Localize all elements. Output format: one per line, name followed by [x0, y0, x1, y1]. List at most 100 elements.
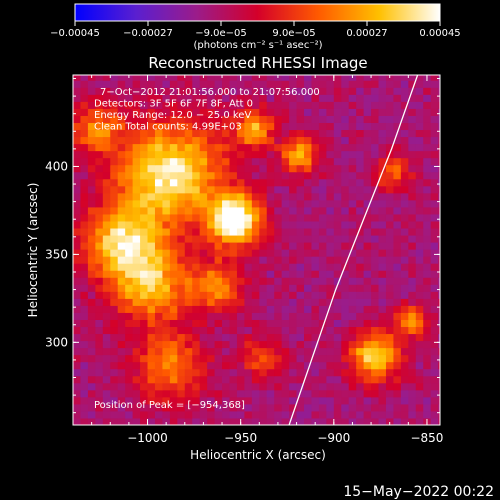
heatmap-cell	[400, 340, 409, 349]
heatmap-cell	[125, 417, 134, 425]
heatmap-cell	[423, 305, 432, 313]
heatmap-cell	[289, 417, 298, 425]
heatmap-cell	[304, 410, 312, 419]
heatmap-cell	[281, 143, 290, 152]
heatmap-cell	[199, 403, 208, 412]
heatmap-cell	[162, 242, 171, 250]
heatmap-cell	[140, 382, 149, 391]
heatmap-cell	[222, 150, 230, 159]
heatmap-cell	[177, 235, 186, 243]
heatmap-cell	[222, 319, 230, 328]
heatmap-cell	[289, 291, 298, 299]
heatmap-cell	[229, 417, 238, 425]
heatmap-cell	[222, 94, 230, 102]
heatmap-cell	[311, 129, 320, 138]
heatmap-cell	[289, 185, 298, 194]
heatmap-cell	[356, 277, 365, 285]
heatmap-cell	[423, 220, 432, 229]
heatmap-cell	[162, 122, 171, 131]
heatmap-cell	[333, 136, 342, 145]
heatmap-cell	[259, 185, 268, 194]
heatmap-cell	[356, 347, 365, 356]
heatmap-cell	[304, 242, 312, 250]
heatmap-cell	[333, 284, 342, 292]
heatmap-cell	[229, 361, 238, 370]
heatmap-cell	[296, 80, 305, 88]
heatmap-cell	[110, 410, 119, 419]
heatmap-cell	[378, 319, 387, 328]
heatmap-cell	[199, 178, 208, 187]
heatmap-cell	[259, 136, 268, 145]
heatmap-cell	[274, 326, 283, 335]
heatmap-cell	[311, 417, 320, 425]
heatmap-cell	[259, 417, 268, 425]
heatmap-cell	[348, 319, 357, 328]
heatmap-cell	[326, 75, 335, 81]
heatmap-cell	[244, 396, 253, 405]
heatmap-cell	[304, 75, 312, 81]
heatmap-cell	[348, 199, 357, 208]
heatmap-cell	[192, 206, 201, 215]
heatmap-cell	[207, 185, 216, 194]
heatmap-cell	[87, 277, 96, 285]
heatmap-cell	[415, 354, 424, 363]
heatmap-cell	[140, 389, 149, 398]
heatmap-cell	[251, 80, 260, 88]
heatmap-cell	[102, 150, 111, 159]
heatmap-cell	[274, 206, 283, 215]
heatmap-cell	[326, 368, 335, 377]
heatmap-cell	[117, 228, 126, 236]
heatmap-cell	[304, 270, 312, 278]
heatmap-cell	[184, 213, 193, 222]
heatmap-cell	[117, 340, 126, 349]
heatmap-cell	[341, 284, 350, 292]
heatmap-cell	[132, 75, 141, 81]
heatmap-cell	[80, 312, 89, 320]
heatmap-cell	[147, 403, 156, 412]
heatmap-cell	[393, 185, 402, 194]
heatmap-cell	[385, 94, 394, 102]
heatmap-cell	[296, 185, 305, 194]
heatmap-cell	[177, 361, 186, 370]
heatmap-cell	[296, 277, 305, 285]
heatmap-cell	[169, 213, 178, 222]
heatmap-cell	[341, 164, 350, 173]
heatmap-cell	[281, 382, 290, 391]
heatmap-cell	[147, 108, 156, 116]
heatmap-image	[73, 75, 440, 425]
heatmap-cell	[393, 403, 402, 412]
heatmap-cell	[304, 164, 312, 173]
heatmap-cell	[147, 101, 156, 109]
heatmap-cell	[356, 150, 365, 159]
heatmap-cell	[95, 228, 104, 236]
heatmap-cell	[102, 326, 111, 335]
heatmap-cell	[423, 319, 432, 328]
heatmap-cell	[244, 94, 253, 102]
heatmap-cell	[296, 291, 305, 299]
heatmap-cell	[385, 87, 394, 95]
heatmap-cell	[102, 206, 111, 215]
heatmap-cell	[73, 354, 81, 363]
heatmap-cell	[244, 164, 253, 173]
heatmap-cell	[341, 206, 350, 215]
heatmap-cell	[289, 326, 298, 335]
heatmap-cell	[341, 249, 350, 257]
heatmap-cell	[281, 368, 290, 377]
heatmap-cell	[304, 382, 312, 391]
heatmap-cell	[117, 347, 126, 356]
heatmap-cell	[311, 277, 320, 285]
heatmap-cell	[169, 157, 178, 166]
heatmap-cell	[296, 333, 305, 342]
heatmap-cell	[430, 171, 439, 180]
heatmap-cell	[140, 340, 149, 349]
heatmap-cell	[266, 389, 275, 398]
heatmap-cell	[326, 213, 335, 222]
heatmap-cell	[348, 220, 357, 229]
heatmap-cell	[177, 375, 186, 384]
heatmap-cell	[341, 178, 350, 187]
heatmap-cell	[311, 410, 320, 419]
heatmap-cell	[363, 87, 372, 95]
heatmap-cell	[333, 220, 342, 229]
heatmap-cell	[385, 368, 394, 377]
heatmap-cell	[289, 143, 298, 152]
